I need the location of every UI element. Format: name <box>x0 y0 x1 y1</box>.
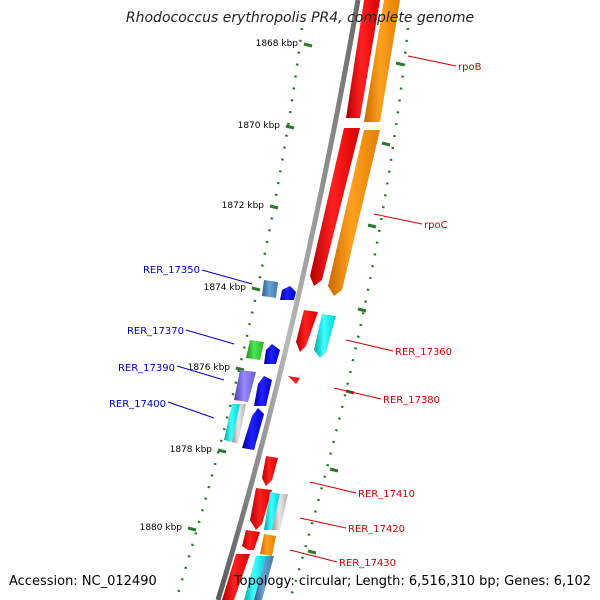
scale-tick-mark <box>269 204 279 210</box>
gene-leader-line <box>373 213 423 225</box>
gene-label: RER_17430 <box>339 558 396 569</box>
gene-label: RER_17400 <box>109 399 166 410</box>
gene-RER-17420-gray <box>272 494 288 530</box>
outer-scale-tick-mark <box>395 61 405 67</box>
gene-RER-17370-blue <box>264 344 280 364</box>
gene-leader-line <box>345 339 394 352</box>
scale-tick-mark <box>303 42 313 48</box>
gene-RER-17360-cyan <box>314 314 336 358</box>
outer-scale-tick-mark <box>357 307 367 313</box>
genome-backbone <box>215 0 361 600</box>
gene-RER-17410 <box>262 456 278 486</box>
gene-RER-17390-blue <box>254 376 272 406</box>
gene-leader-line <box>407 55 457 67</box>
scale-tick-label: 1880 kbp <box>140 523 183 533</box>
gene-label: rpoC <box>424 220 448 231</box>
gene-label: rpoB <box>458 62 482 73</box>
gene-rpoC-outer <box>328 130 380 296</box>
label-leader-lines <box>167 55 457 563</box>
gene-RER-17360 <box>296 310 318 352</box>
gene-label: RER_17380 <box>383 395 440 406</box>
outer-scale-tick-mark <box>329 467 339 473</box>
gene-arrows <box>222 0 400 600</box>
gene-leader-line <box>289 549 338 563</box>
outer-scale-tick-mark <box>367 223 377 229</box>
gene-RER-17390 <box>234 370 256 402</box>
scale-tick-label: 1870 kbp <box>238 121 281 131</box>
gene-leader-line <box>176 365 225 381</box>
gene-leader-line <box>201 269 253 285</box>
gene-RER-17380 <box>288 376 300 384</box>
gene-RER-17350-blue <box>280 286 296 300</box>
scale-tick-mark <box>251 286 261 292</box>
gene-RER-17400-blue <box>242 408 264 450</box>
gene-RER-17430-bottom-cyan <box>244 556 266 600</box>
scale-ticks: 1868 kbp 1870 kbp 1872 kbp 1874 kbp 1876 kbp… <box>140 39 405 555</box>
gene-RER-17420 <box>250 488 272 530</box>
gene-RER-17420-cyan <box>264 492 280 530</box>
gene-labels: rpoB rpoC RER_17350 RER_17360 RER_17370 RER_1… <box>109 62 482 569</box>
gene-RER-17430 <box>242 530 260 550</box>
gene-leader-line <box>299 517 347 529</box>
gene-rpoB <box>346 0 380 118</box>
gene-RER-17430-bottom-steel <box>254 556 274 600</box>
scale-tick-mark <box>187 526 197 532</box>
gene-RER-17370 <box>246 340 264 360</box>
gene-label: RER_17370 <box>127 326 184 337</box>
gene-leader-line <box>333 387 382 400</box>
map-title: Rhodococcus erythropolis PR4, complete g… <box>125 10 475 26</box>
gene-leader-line <box>185 329 235 345</box>
gene-leader-line <box>309 481 357 494</box>
scale-tick-label: 1868 kbp <box>256 39 299 49</box>
gene-label: RER_17410 <box>358 489 415 500</box>
genome-summary-text: Topology: circular; Length: 6,516,310 bp… <box>233 574 591 589</box>
gene-label: RER_17390 <box>118 363 175 374</box>
outer-scale-tick-mark <box>381 141 391 147</box>
scale-tick-label: 1876 kbp <box>188 363 231 373</box>
scale-tick-label: 1878 kbp <box>170 445 213 455</box>
outer-scale-tick-mark <box>307 549 317 555</box>
scale-tick-label: 1874 kbp <box>204 283 247 293</box>
gene-RER-17430-orange <box>260 534 276 556</box>
gene-rpoB-outer <box>364 0 400 122</box>
gene-RER-17430-bottom-red <box>222 554 250 600</box>
gene-label: RER_17360 <box>395 347 452 358</box>
gene-label: RER_17420 <box>348 524 405 535</box>
scale-tick-mark <box>235 366 245 372</box>
accession-text: Accession: NC_012490 <box>9 574 157 589</box>
gene-label: RER_17350 <box>143 265 200 276</box>
gene-rpoC <box>310 128 360 286</box>
gene-RER-17350 <box>262 280 278 298</box>
gene-RER-17400-gray <box>232 404 246 444</box>
scale-tick-label: 1872 kbp <box>222 201 265 211</box>
gene-leader-line <box>167 401 215 419</box>
scale-tick-mark <box>217 448 227 454</box>
gene-RER-17400 <box>224 404 240 442</box>
scale-tick-mark <box>285 124 295 130</box>
